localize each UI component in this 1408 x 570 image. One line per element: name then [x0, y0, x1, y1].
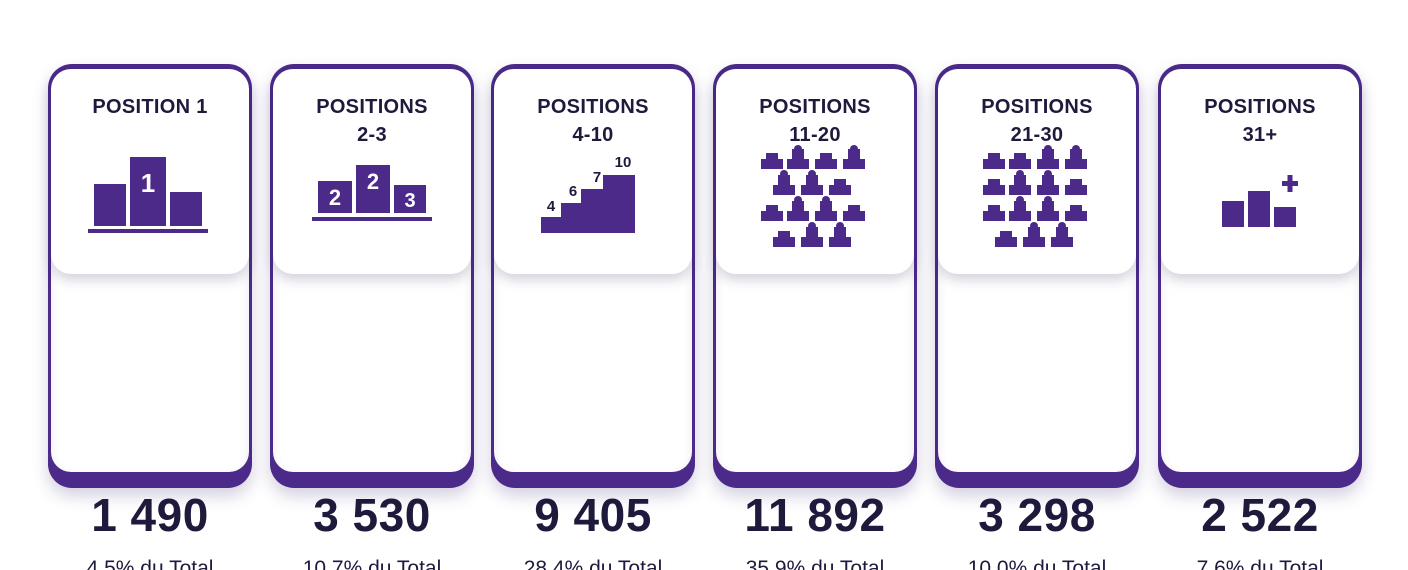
title-line-2: 31+: [1242, 124, 1278, 146]
step-number: 4: [547, 198, 556, 215]
bars-plus-icon: [1161, 161, 1359, 261]
title-line-1: POSITIONS: [316, 96, 428, 118]
title-line-1: POSITIONS: [537, 96, 649, 118]
percent-of-total: 10,0% du Total: [967, 557, 1107, 570]
card-header: POSITIONS 31+: [1161, 69, 1359, 274]
card-positions-31-plus: 2 522 7,6% du Total POSITIONS 31+: [1158, 64, 1362, 570]
podium-top3-icon: 2 2 3: [273, 157, 471, 257]
card-positions-21-30: 3 298 10,0% du Total POSITIONS 21-30: [935, 64, 1139, 570]
card-positions-2-3: 3 530 10,7% du Total POSITIONS 2-3 2 2 3: [270, 64, 474, 570]
percent-of-total: 7,6% du Total: [1196, 557, 1324, 570]
step-number: 7: [593, 169, 601, 186]
count-value: 9 405: [534, 489, 652, 541]
count-value: 1 490: [91, 489, 209, 541]
title-line-2: 4-10: [572, 124, 614, 146]
title-line-1: POSITION 1: [92, 96, 208, 118]
count-value: 3 298: [978, 489, 1096, 541]
count-value: 11 892: [744, 489, 886, 541]
card-title: POSITIONS 4-10: [494, 93, 692, 149]
podium-number: 2: [367, 169, 379, 194]
percent-of-total: 4,5% du Total: [86, 557, 214, 570]
many-podiums-icon: [716, 145, 914, 247]
step-number: 10: [615, 154, 632, 171]
card-positions-11-20: 11 892 35,9% du Total POSITIONS 11-20: [713, 64, 917, 570]
card-positions-4-10: 9 405 28,4% du Total POSITIONS 4-10 4 6 …: [491, 64, 695, 570]
many-podiums-icon: [938, 145, 1136, 247]
card-header: POSITIONS 21-30: [938, 69, 1136, 274]
position-cards: 1 490 4,5% du Total POSITION 1 1 3 530 1…: [48, 64, 1362, 570]
stairs-icon: 4 6 7 10: [494, 137, 692, 237]
title-line-2: 11-20: [789, 124, 841, 146]
podium-first-icon: 1: [51, 157, 249, 257]
card-header: POSITIONS 11-20: [716, 69, 914, 274]
card-title: POSITIONS 31+: [1161, 93, 1359, 149]
title-line-1: POSITIONS: [1204, 96, 1316, 118]
count-value: 3 530: [313, 489, 431, 541]
percent-of-total: 28,4% du Total: [523, 557, 663, 570]
card-header: POSITIONS 4-10 4 6 7 10: [494, 69, 692, 274]
step-number: 6: [569, 183, 577, 200]
podium-number: 1: [141, 168, 155, 198]
title-line-1: POSITIONS: [981, 96, 1093, 118]
card-title: POSITIONS 2-3: [273, 93, 471, 149]
podium-number: 2: [329, 185, 341, 210]
title-line-2: 21-30: [1010, 124, 1064, 146]
card-header: POSITION 1 1: [51, 69, 249, 274]
card-title: POSITIONS 11-20: [716, 93, 914, 149]
card-title: POSITION 1: [51, 93, 249, 121]
card-position-1: 1 490 4,5% du Total POSITION 1 1: [48, 64, 252, 570]
count-value: 2 522: [1201, 489, 1319, 541]
percent-of-total: 10,7% du Total: [302, 557, 442, 570]
title-line-1: POSITIONS: [759, 96, 871, 118]
title-line-2: 2-3: [357, 124, 387, 146]
card-title: POSITIONS 21-30: [938, 93, 1136, 149]
percent-of-total: 35,9% du Total: [745, 557, 885, 570]
podium-number: 3: [404, 190, 415, 212]
card-header: POSITIONS 2-3 2 2 3: [273, 69, 471, 274]
